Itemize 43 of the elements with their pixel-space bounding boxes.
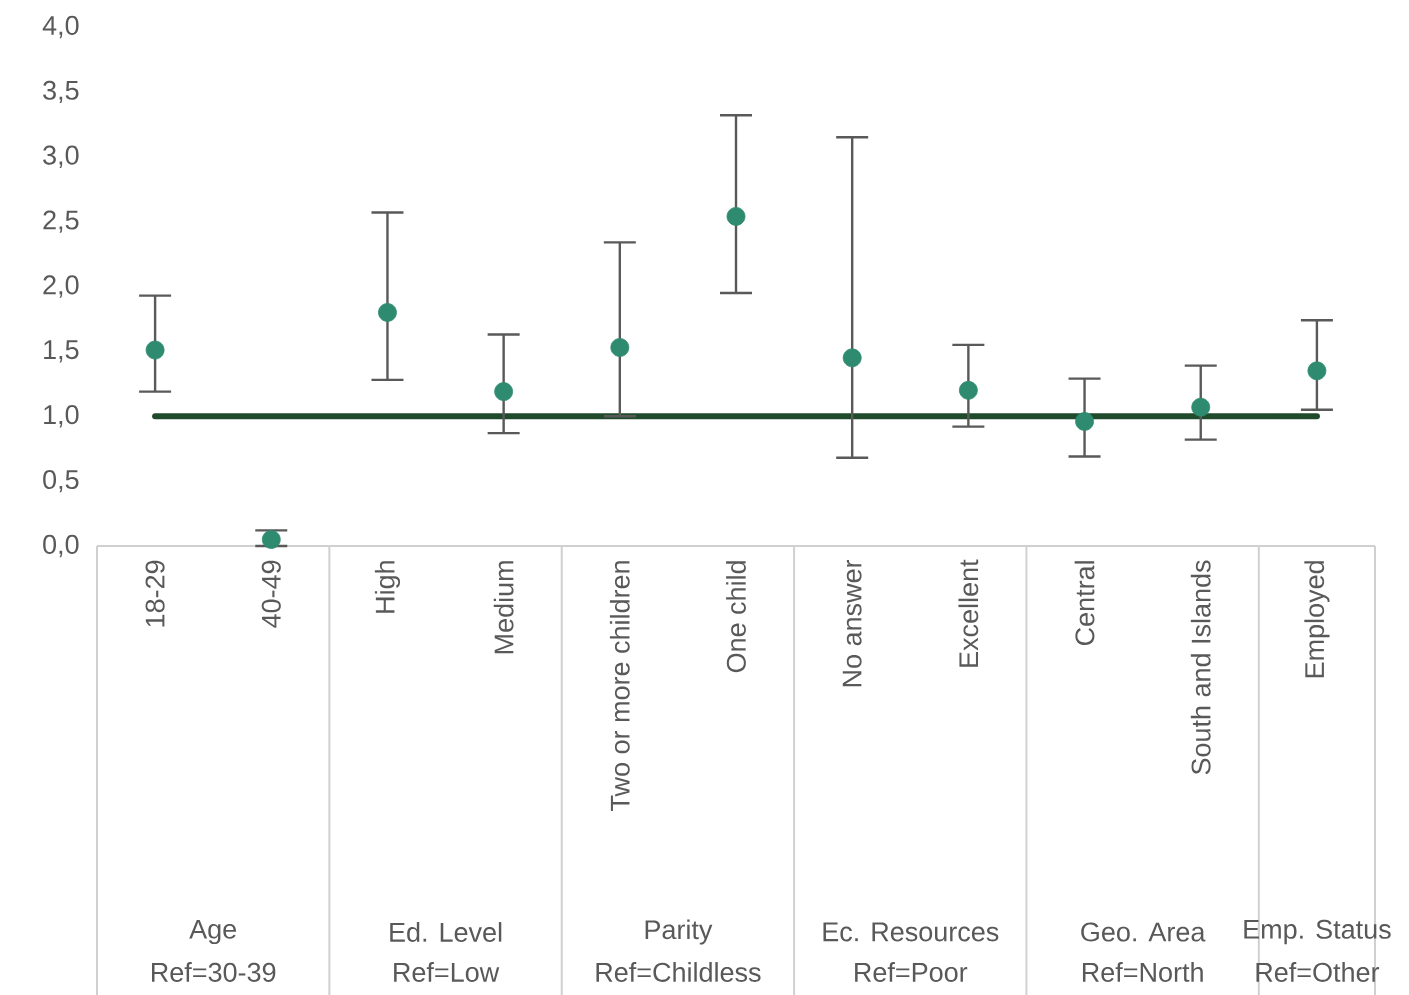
x-tick-label: Employed <box>1304 561 1330 678</box>
y-tick-label: 2,5 <box>43 210 79 233</box>
x-tick-label: South and Islands <box>1190 560 1211 775</box>
y-tick-label: 0,5 <box>43 469 79 493</box>
x-tick-label: 18-29 <box>145 560 165 627</box>
y-tick-label: 4,0 <box>42 15 79 39</box>
x-tick-label: Central <box>1074 561 1095 646</box>
x-tick-label: 40-49 <box>261 560 281 628</box>
x-tick-label: Two or more children <box>609 561 630 811</box>
text: Ed. Level <box>390 922 502 942</box>
y-tick-label: 3,0 <box>43 145 79 168</box>
y-tick-label: 1,5 <box>44 340 79 363</box>
y-tick-label: 2,0 <box>43 275 79 298</box>
point <box>1307 361 1327 381</box>
point <box>261 530 281 549</box>
text: Geo. Area <box>1081 922 1206 942</box>
x-tick-label: High <box>374 561 401 613</box>
text: Ref=Poor <box>855 962 968 982</box>
point <box>842 348 862 368</box>
x-tick-label: Medium <box>493 561 514 654</box>
x-tick-label: One child <box>726 561 746 673</box>
y-tick-label: 1,0 <box>44 405 79 428</box>
text: Ref=Low <box>394 962 500 982</box>
point <box>1075 412 1094 431</box>
point <box>494 382 514 401</box>
y-tick-label: 0,0 <box>43 534 79 558</box>
point <box>958 380 978 400</box>
y-tick-label: 3,5 <box>43 80 79 104</box>
x-tick-label: No answer <box>842 559 862 687</box>
point <box>726 207 746 226</box>
point <box>610 338 630 357</box>
point <box>145 340 165 360</box>
text: Ref=North <box>1082 962 1203 982</box>
text: Parity <box>645 919 713 945</box>
text: Ref=Childless <box>596 962 761 982</box>
x-tick-label: Excellent <box>958 559 979 667</box>
point <box>378 303 397 322</box>
text: Ref=Other <box>1256 962 1380 982</box>
text: Emp. Status <box>1244 919 1391 945</box>
text: Age <box>189 919 237 945</box>
text: Ec. Resources <box>823 922 999 942</box>
text: Ref=30-39 <box>152 962 276 982</box>
point <box>1191 397 1211 417</box>
